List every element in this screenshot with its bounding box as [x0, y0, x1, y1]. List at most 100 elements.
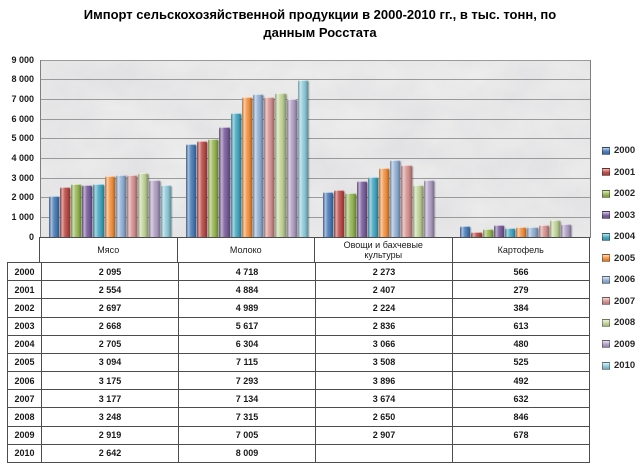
bar-2009[interactable] [561, 223, 572, 237]
legend-item-2007[interactable]: 2007 [602, 291, 635, 313]
legend-item-2001[interactable]: 2001 [602, 162, 635, 184]
table-cell[interactable]: 2 650 [316, 408, 452, 426]
bar-2003[interactable] [219, 126, 230, 237]
table-cell[interactable]: 3 175 [42, 372, 178, 390]
table-cell[interactable]: 7 315 [179, 408, 315, 426]
bar-2002[interactable] [482, 229, 493, 237]
table-cell[interactable]: 4 884 [179, 281, 315, 299]
bar-2001[interactable] [196, 140, 208, 237]
bar-2000[interactable] [48, 195, 59, 237]
bar-2004[interactable] [505, 227, 516, 237]
table-cell[interactable]: 2 273 [316, 263, 452, 281]
table-cell[interactable]: 8 009 [179, 444, 315, 462]
row-header-2004[interactable]: 2004 [8, 335, 41, 353]
table-cell[interactable]: 3 508 [316, 353, 452, 372]
legend-item-2004[interactable]: 2004 [602, 226, 635, 248]
table-cell[interactable]: 566 [453, 263, 589, 281]
table-cell[interactable]: 2 836 [316, 317, 452, 335]
bar-2002[interactable] [208, 138, 219, 237]
table-cell[interactable]: 525 [453, 353, 589, 372]
bar-2001[interactable] [334, 189, 345, 237]
bar-2010[interactable] [297, 79, 308, 237]
table-cell[interactable]: 2 554 [42, 281, 178, 299]
row-header-2000[interactable]: 2000 [8, 263, 41, 281]
column-header[interactable]: Молоко [177, 238, 314, 262]
bar-2005[interactable] [241, 97, 252, 237]
table-cell[interactable]: 846 [453, 408, 589, 426]
table-cell[interactable]: 384 [453, 299, 589, 317]
row-header-2010[interactable]: 2010 [8, 444, 41, 462]
row-header-2003[interactable]: 2003 [8, 317, 41, 335]
table-cell[interactable]: 678 [453, 426, 589, 444]
bar-2007[interactable] [126, 174, 138, 237]
bar-2007[interactable] [401, 164, 412, 237]
bar-2006[interactable] [115, 174, 126, 237]
table-cell[interactable]: 7 005 [179, 426, 315, 444]
table-cell[interactable]: 4 718 [179, 263, 315, 281]
table-cell[interactable]: 3 674 [316, 390, 452, 408]
table-cell[interactable]: 2 919 [42, 426, 178, 444]
table-cell[interactable] [453, 444, 589, 462]
bar-2006[interactable] [527, 227, 538, 237]
table-cell[interactable]: 492 [453, 372, 589, 390]
row-header-2009[interactable]: 2009 [8, 426, 41, 444]
bar-2000[interactable] [185, 144, 196, 237]
bar-2003[interactable] [82, 184, 93, 237]
row-header-2001[interactable]: 2001 [8, 281, 41, 299]
bar-2010[interactable] [160, 185, 171, 237]
row-header-2006[interactable]: 2006 [8, 372, 41, 390]
bar-2005[interactable] [104, 176, 115, 237]
table-cell[interactable]: 6 304 [179, 335, 315, 353]
legend-item-2003[interactable]: 2003 [602, 205, 635, 227]
table-cell[interactable]: 3 094 [42, 353, 178, 372]
bar-2007[interactable] [538, 224, 549, 237]
bar-2008[interactable] [138, 173, 149, 237]
table-cell[interactable]: 7 115 [179, 353, 315, 372]
table-cell[interactable]: 7 134 [179, 390, 315, 408]
table-cell[interactable]: 2 224 [316, 299, 452, 317]
bar-2008[interactable] [412, 184, 423, 237]
bar-2006[interactable] [390, 160, 401, 237]
table-cell[interactable]: 632 [453, 390, 589, 408]
bar-2002[interactable] [70, 183, 82, 237]
bar-2000[interactable] [323, 192, 334, 237]
bar-2009[interactable] [286, 99, 297, 237]
table-cell[interactable]: 2 668 [42, 317, 178, 335]
legend-item-2010[interactable]: 2010 [602, 355, 635, 377]
row-header-2005[interactable]: 2005 [8, 353, 41, 372]
bar-2003[interactable] [356, 181, 367, 237]
table-cell[interactable]: 2 407 [316, 281, 452, 299]
bar-2009[interactable] [423, 179, 435, 237]
table-cell[interactable]: 2 095 [42, 263, 178, 281]
table-cell[interactable]: 3 177 [42, 390, 178, 408]
bar-2004[interactable] [93, 183, 104, 237]
table-cell[interactable]: 613 [453, 317, 589, 335]
bar-2002[interactable] [345, 193, 356, 237]
bar-2008[interactable] [549, 220, 561, 237]
table-cell[interactable]: 2 705 [42, 335, 178, 353]
row-header-2007[interactable]: 2007 [8, 390, 41, 408]
table-cell[interactable]: 279 [453, 281, 589, 299]
column-header[interactable]: Овощи и бахчевые культуры [315, 238, 452, 262]
bar-2006[interactable] [252, 93, 264, 237]
bar-2005[interactable] [379, 168, 390, 237]
table-cell[interactable]: 480 [453, 335, 589, 353]
bar-2001[interactable] [471, 231, 482, 237]
legend-item-2006[interactable]: 2006 [602, 269, 635, 291]
column-header[interactable]: Мясо [40, 238, 177, 262]
bar-2003[interactable] [493, 224, 505, 237]
bar-2004[interactable] [367, 176, 379, 237]
legend-item-2008[interactable]: 2008 [602, 312, 635, 334]
table-cell[interactable]: 4 989 [179, 299, 315, 317]
bar-2000[interactable] [460, 225, 471, 237]
row-header-2008[interactable]: 2008 [8, 408, 41, 426]
bar-2004[interactable] [230, 113, 241, 237]
table-cell[interactable]: 3 248 [42, 408, 178, 426]
column-header[interactable]: Картофель [452, 238, 589, 262]
table-cell[interactable]: 3 066 [316, 335, 452, 353]
legend-item-2000[interactable]: 2000 [602, 140, 635, 162]
table-cell[interactable]: 2 697 [42, 299, 178, 317]
table-cell[interactable]: 2 642 [42, 444, 178, 462]
legend-item-2009[interactable]: 2009 [602, 334, 635, 356]
table-cell[interactable]: 7 293 [179, 372, 315, 390]
